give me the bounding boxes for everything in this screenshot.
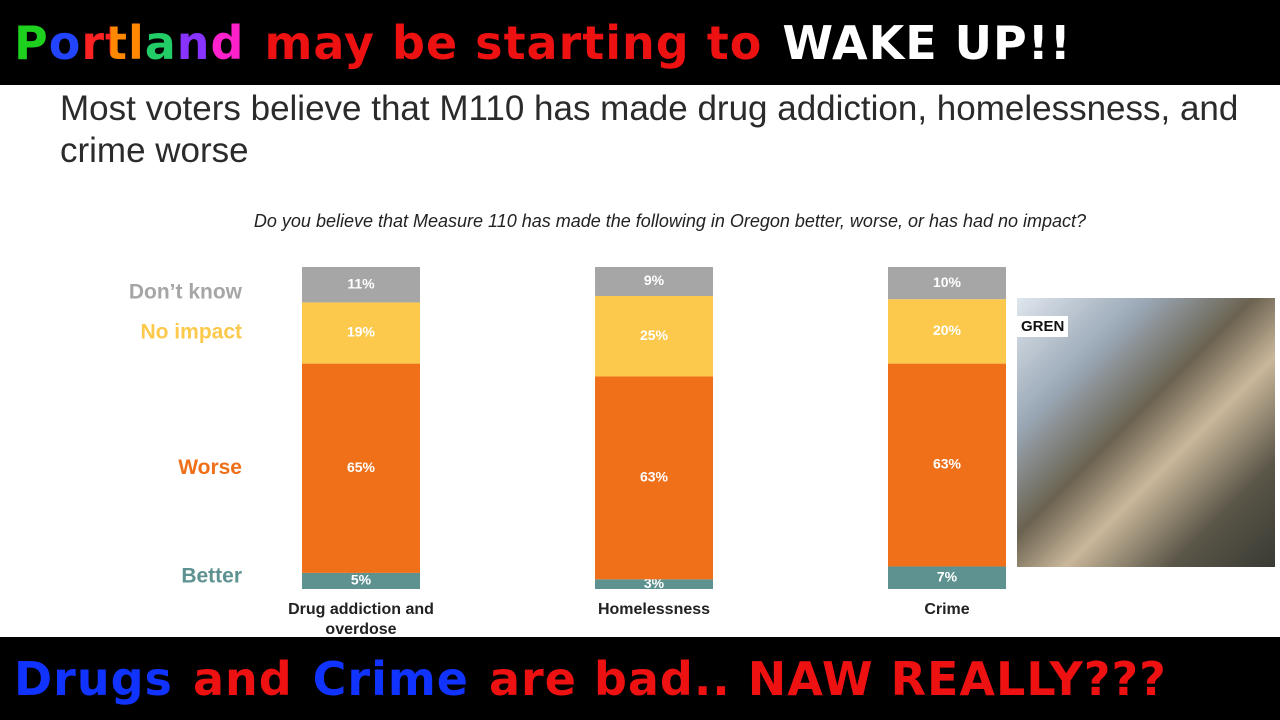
value-label: 9% bbox=[644, 272, 665, 288]
banner-text: are bad.. NAW REALLY??? bbox=[489, 651, 1167, 706]
banner-text: Drugs bbox=[14, 651, 173, 706]
banner-text: and bbox=[192, 651, 293, 706]
bar-segment bbox=[888, 299, 1006, 364]
chart-subtitle: Do you believe that Measure 110 has made… bbox=[253, 211, 1087, 231]
chart-title: Most voters believe that M110 has made d… bbox=[60, 89, 1239, 170]
category-label: Crime bbox=[924, 601, 970, 618]
bar-segment bbox=[888, 566, 1006, 589]
value-label: 11% bbox=[347, 275, 375, 291]
value-label: 25% bbox=[640, 327, 669, 343]
inset-caption: GREN bbox=[1017, 316, 1069, 337]
bar-segment bbox=[595, 376, 713, 580]
banner-text: may be starting to bbox=[264, 15, 763, 70]
value-label: 10% bbox=[933, 274, 962, 290]
value-label: 7% bbox=[937, 568, 958, 584]
banner-text: WAKE UP!! bbox=[782, 15, 1072, 70]
legend-label: Don’t know bbox=[129, 280, 243, 303]
bar-segment bbox=[302, 267, 420, 303]
bar-segment bbox=[595, 295, 713, 377]
bottom-banner: Drugs and Crime are bad.. NAW REALLY??? bbox=[0, 637, 1280, 720]
bar-segment bbox=[888, 363, 1006, 567]
bar-segment bbox=[302, 363, 420, 573]
bar-segment bbox=[595, 267, 713, 296]
value-label: 5% bbox=[351, 572, 372, 588]
bar-segment bbox=[888, 267, 1006, 300]
value-label: 20% bbox=[933, 322, 962, 338]
value-label: 63% bbox=[640, 469, 669, 485]
value-label: 65% bbox=[347, 459, 376, 475]
legend-label: No impact bbox=[140, 321, 242, 344]
legend-label: Worse bbox=[178, 456, 242, 479]
category-label: Drug addiction and overdose bbox=[288, 601, 434, 638]
banner-text: Crime bbox=[312, 651, 469, 706]
value-label: 63% bbox=[933, 456, 962, 472]
top-banner: Portland may be starting to WAKE UP!! bbox=[0, 0, 1280, 85]
value-label: 19% bbox=[347, 324, 376, 340]
bar-segment bbox=[302, 572, 420, 589]
bar-segment bbox=[302, 302, 420, 364]
video-inset: GREN bbox=[1017, 298, 1275, 567]
bar-segment bbox=[595, 579, 713, 589]
legend-label: Better bbox=[181, 564, 242, 587]
category-label: Homelessness bbox=[597, 601, 711, 618]
banner-text: Portland bbox=[14, 15, 245, 70]
